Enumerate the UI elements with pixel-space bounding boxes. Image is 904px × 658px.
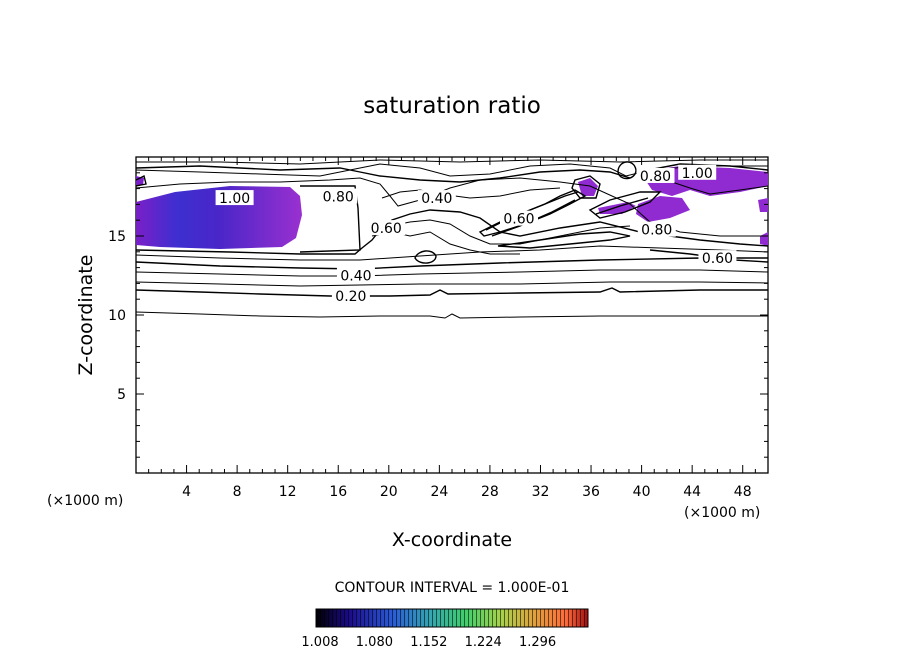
y-axis-label: Z-coordinate — [75, 255, 97, 376]
contour-label: 0.80 — [323, 190, 354, 206]
contour-label: 1.00 — [219, 191, 250, 207]
fill-region-left — [136, 186, 302, 249]
x-tick-label: 12 — [279, 484, 297, 500]
fill-region-mid — [578, 178, 598, 196]
contour-label-bg — [637, 221, 676, 237]
contour-interval-text: CONTOUR INTERVAL = 1.000E-01 — [335, 580, 570, 596]
x-tick-label: 48 — [734, 484, 752, 500]
contour-line — [136, 287, 768, 297]
contour-line — [136, 159, 768, 165]
contour-labels-group: 0.20 0.40 0.40 0.60 0.60 0.60 0.80 0.80 0.80 1.00… — [215, 164, 737, 305]
colorbar-tick-label: 1.152 — [410, 635, 447, 650]
colorbar — [315, 608, 589, 628]
contour-line — [299, 185, 361, 253]
chart-title: saturation ratio — [363, 93, 541, 119]
contour-line — [136, 311, 768, 319]
x-tick-label: 20 — [380, 484, 398, 500]
y-tick-label: 5 — [117, 387, 126, 403]
colorbar-hatch — [316, 609, 588, 627]
contour-lines-group — [136, 159, 768, 319]
colorbar-tick-label: 1.224 — [465, 635, 502, 650]
contour-label: 0.40 — [340, 269, 371, 285]
colorbar-frame — [315, 608, 589, 628]
contour-line — [136, 209, 768, 255]
y-tick-label: 15 — [108, 229, 126, 245]
contour-label: 0.20 — [335, 289, 366, 305]
contour-line — [136, 257, 768, 270]
contour-label: 0.60 — [371, 221, 402, 237]
contour-label-bg — [499, 210, 538, 226]
x-tick-label: 32 — [532, 484, 550, 500]
contour-label-bg — [417, 190, 456, 206]
contour-line — [595, 197, 649, 215]
x-tick-label: 36 — [582, 484, 600, 500]
contour-label-bg — [636, 167, 675, 183]
contour-label-bg — [331, 288, 370, 304]
contour-line — [136, 281, 768, 287]
contour-label: 1.00 — [682, 166, 713, 182]
x-tick-label: 8 — [233, 484, 242, 500]
contour-line — [571, 175, 601, 199]
contour-line — [136, 174, 147, 187]
contour-label-bg — [336, 267, 375, 283]
contour-label-bg — [319, 188, 358, 204]
x-axis-label: X-coordinate — [392, 529, 512, 551]
contour-line — [136, 165, 631, 183]
contour-label: 0.80 — [641, 223, 672, 239]
x-tick-label: 24 — [430, 484, 448, 500]
x-unit-label: (×1000 m) — [684, 505, 760, 521]
colorbar-tick-label: 1.080 — [356, 635, 393, 650]
contour-label: 0.80 — [640, 169, 671, 185]
contour-label: 0.60 — [702, 251, 733, 267]
contour-label-bg — [678, 164, 717, 180]
contour-label-bg — [215, 190, 254, 206]
contour-label-bg — [367, 220, 406, 236]
y-tick-label: 10 — [108, 308, 126, 324]
x-tick-label: 16 — [329, 484, 347, 500]
contour-label-bg — [698, 250, 737, 266]
x-tick-label: 40 — [633, 484, 651, 500]
axis-ticks-group — [136, 157, 768, 473]
x-tick-label: 4 — [182, 484, 191, 500]
colorbar-labels-group: 1.008 1.080 1.152 1.224 1.296 — [301, 635, 556, 650]
contour-line — [617, 161, 637, 180]
colorbar-tick-label: 1.008 — [301, 635, 338, 650]
colorbar-tick-label: 1.296 — [519, 635, 556, 650]
contour-line — [136, 269, 768, 277]
contour-line — [136, 177, 768, 237]
x-tick-label: 44 — [683, 484, 701, 500]
contour-label: 0.60 — [503, 212, 534, 228]
x-tick-label: 28 — [481, 484, 499, 500]
y-unit-label: (×1000 m) — [47, 493, 123, 509]
contour-line — [588, 191, 662, 219]
contour-line — [414, 250, 437, 264]
contour-label: 0.40 — [421, 191, 452, 207]
contour-line — [497, 231, 631, 249]
fill-region-right-4 — [758, 198, 768, 212]
